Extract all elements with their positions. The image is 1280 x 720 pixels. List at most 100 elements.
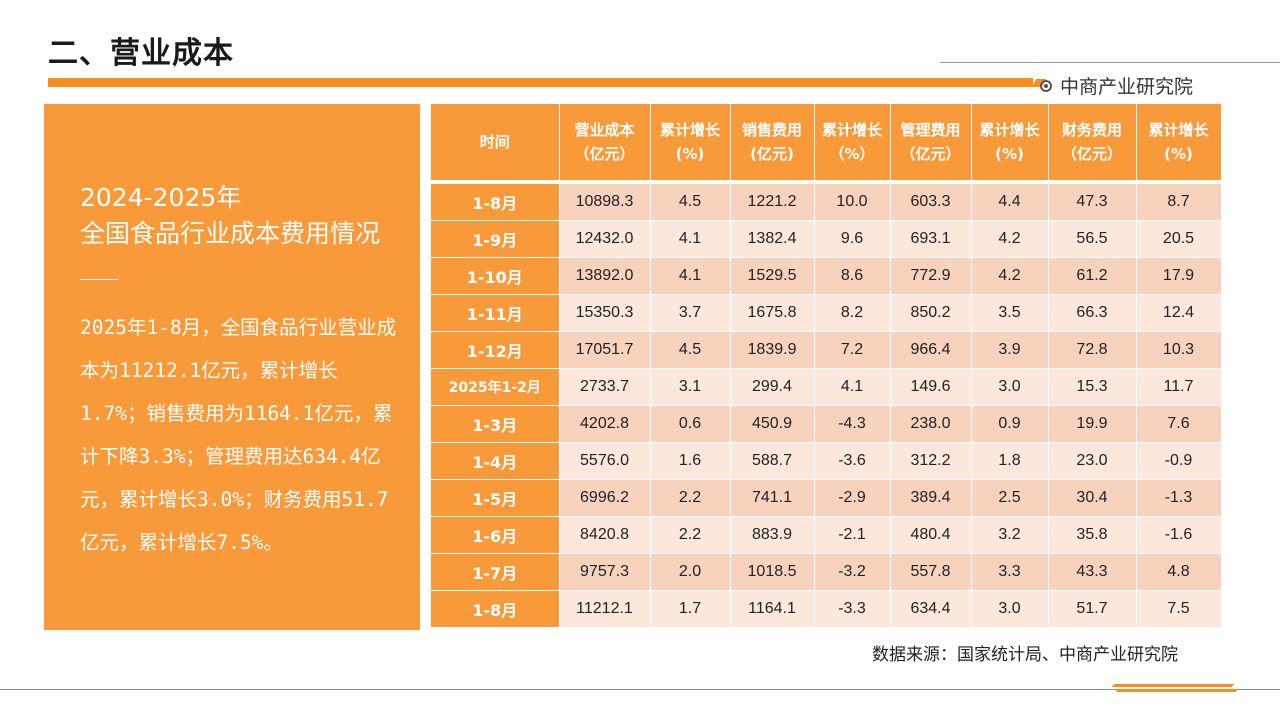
table-cell: -2.1 [814, 516, 891, 554]
panel-body: 2025年1-8月，全国食品行业营业成本为11212.1亿元，累计增长1.7%；… [80, 316, 397, 554]
table-cell: 1675.8 [730, 294, 815, 332]
table-cell: 693.1 [890, 220, 972, 258]
table-cell: 7.6 [1136, 405, 1222, 443]
table-cell: 11212.1 [559, 590, 651, 628]
table-cell: 2733.7 [559, 368, 651, 406]
column-header: 管理费用（亿元） [890, 104, 972, 184]
table-cell: 3.2 [971, 516, 1049, 554]
table-cell: 312.2 [890, 442, 972, 480]
table-cell: 1.6 [650, 442, 731, 480]
column-header: 财务费用（亿元） [1048, 104, 1137, 184]
column-header: 时间 [431, 104, 560, 184]
table-cell: 20.5 [1136, 220, 1222, 258]
table-cell: 10898.3 [559, 182, 651, 221]
table-cell: 634.4 [890, 590, 972, 628]
table-row: 1-8月 11212.1 1.7 1164.1 -3.3 634.4 3.0 51.7 7.5 [431, 590, 1222, 628]
table-cell: 389.4 [890, 479, 972, 517]
row-period: 1-11月 [431, 294, 560, 332]
table-cell: 4.2 [971, 220, 1049, 258]
row-period: 1-8月 [431, 590, 560, 628]
table-cell: 588.7 [730, 442, 815, 480]
table-cell: 603.3 [890, 182, 972, 221]
table-cell: 1529.5 [730, 257, 815, 295]
panel-heading: 全国食品行业成本费用情况 [80, 219, 381, 248]
table-cell: 299.4 [730, 368, 815, 406]
table-cell: 3.0 [971, 590, 1049, 628]
header-divider-line [940, 62, 1280, 63]
table-cell: 1.8 [971, 442, 1049, 480]
table-cell: 1221.2 [730, 182, 815, 221]
table-cell: 6996.2 [559, 479, 651, 517]
table-cell: 966.4 [890, 331, 972, 369]
table-cell: 12.4 [1136, 294, 1222, 332]
table-cell: 5576.0 [559, 442, 651, 480]
row-period: 1-5月 [431, 479, 560, 517]
summary-panel: 2024-2025年 全国食品行业成本费用情况 2025年1-8月，全国食品行业… [44, 104, 420, 630]
table-row: 1-10月 13892.0 4.1 1529.5 8.6 772.9 4.2 61.2 17.9 [431, 257, 1222, 295]
table-header-row: 时间 营业成本（亿元） 累计增长(%) 销售费用(亿元) 累计增长（%） 管理费用（亿元）… [431, 104, 1222, 184]
table-cell: 883.9 [730, 516, 815, 554]
table-cell: 9.6 [814, 220, 891, 258]
table-cell: 43.3 [1048, 553, 1137, 591]
column-header: 销售费用(亿元) [730, 104, 815, 184]
table-cell: 480.4 [890, 516, 972, 554]
table-cell: 30.4 [1048, 479, 1137, 517]
row-period: 1-4月 [431, 442, 560, 480]
table-cell: 4.5 [650, 182, 731, 221]
table-cell: 47.3 [1048, 182, 1137, 221]
row-period: 1-8月 [431, 182, 560, 221]
panel-year: 2024-2025年 [80, 183, 242, 212]
table-cell: 1164.1 [730, 590, 815, 628]
row-period: 2025年1-2月 [431, 368, 560, 406]
table-cell: 11.7 [1136, 368, 1222, 406]
table-cell: 772.9 [890, 257, 972, 295]
table-cell: 850.2 [890, 294, 972, 332]
table-cell: 7.2 [814, 331, 891, 369]
table-cell: 238.0 [890, 405, 972, 443]
row-period: 1-9月 [431, 220, 560, 258]
table-cell: 9757.3 [559, 553, 651, 591]
table-cell: 72.8 [1048, 331, 1137, 369]
table-cell: 741.1 [730, 479, 815, 517]
table-cell: 2.2 [650, 479, 731, 517]
table-row: 1-3月 4202.8 0.6 450.9 -4.3 238.0 0.9 19.9 7.6 [431, 405, 1222, 443]
brand-name: 中商产业研究院 [1060, 76, 1194, 98]
table-cell: 0.9 [971, 405, 1049, 443]
table-row: 1-9月 12432.0 4.1 1382.4 9.6 693.1 4.2 56.5 20.5 [431, 220, 1222, 258]
row-period: 1-10月 [431, 257, 560, 295]
table-cell: 4.5 [650, 331, 731, 369]
table-cell: 17051.7 [559, 331, 651, 369]
table-cell: 4.4 [971, 182, 1049, 221]
table-cell: 8.7 [1136, 182, 1222, 221]
brand: 中商产业研究院 [1040, 72, 1193, 99]
table-cell: -3.6 [814, 442, 891, 480]
table-cell: 4.1 [650, 220, 731, 258]
table-cell: 17.9 [1136, 257, 1222, 295]
table-cell: 0.6 [650, 405, 731, 443]
table-row: 1-4月 5576.0 1.6 588.7 -3.6 312.2 1.8 23.0 -0.9 [431, 442, 1222, 480]
header-accent-bar [48, 78, 1033, 87]
table-cell: 149.6 [890, 368, 972, 406]
table-cell: 4.2 [971, 257, 1049, 295]
row-period: 1-7月 [431, 553, 560, 591]
table-cell: 4202.8 [559, 405, 651, 443]
table-row: 1-6月 8420.8 2.2 883.9 -2.1 480.4 3.2 35.8 -1.6 [431, 516, 1222, 554]
table-cell: 4.1 [650, 257, 731, 295]
table-cell: -1.6 [1136, 516, 1222, 554]
table-cell: 23.0 [1048, 442, 1137, 480]
table-cell: 4.1 [814, 368, 891, 406]
table-cell: 8420.8 [559, 516, 651, 554]
table-cell: 557.8 [890, 553, 972, 591]
table-cell: 2.0 [650, 553, 731, 591]
table-cell: 3.5 [971, 294, 1049, 332]
table-cell: -0.9 [1136, 442, 1222, 480]
table-row: 1-11月 15350.3 3.7 1675.8 8.2 850.2 3.5 66.3 12.4 [431, 294, 1222, 332]
table-cell: 61.2 [1048, 257, 1137, 295]
table-cell: 3.1 [650, 368, 731, 406]
table-cell: 1839.9 [730, 331, 815, 369]
table-cell: 35.8 [1048, 516, 1137, 554]
table-body: 1-8月 10898.3 4.5 1221.2 10.0 603.3 4.4 47.3 8.7 1… [431, 182, 1222, 628]
cost-table: 时间 营业成本（亿元） 累计增长(%) 销售费用(亿元) 累计增长（%） 管理费用（亿元）… [431, 104, 1222, 628]
table-cell: 10.0 [814, 182, 891, 221]
table-cell: 56.5 [1048, 220, 1137, 258]
